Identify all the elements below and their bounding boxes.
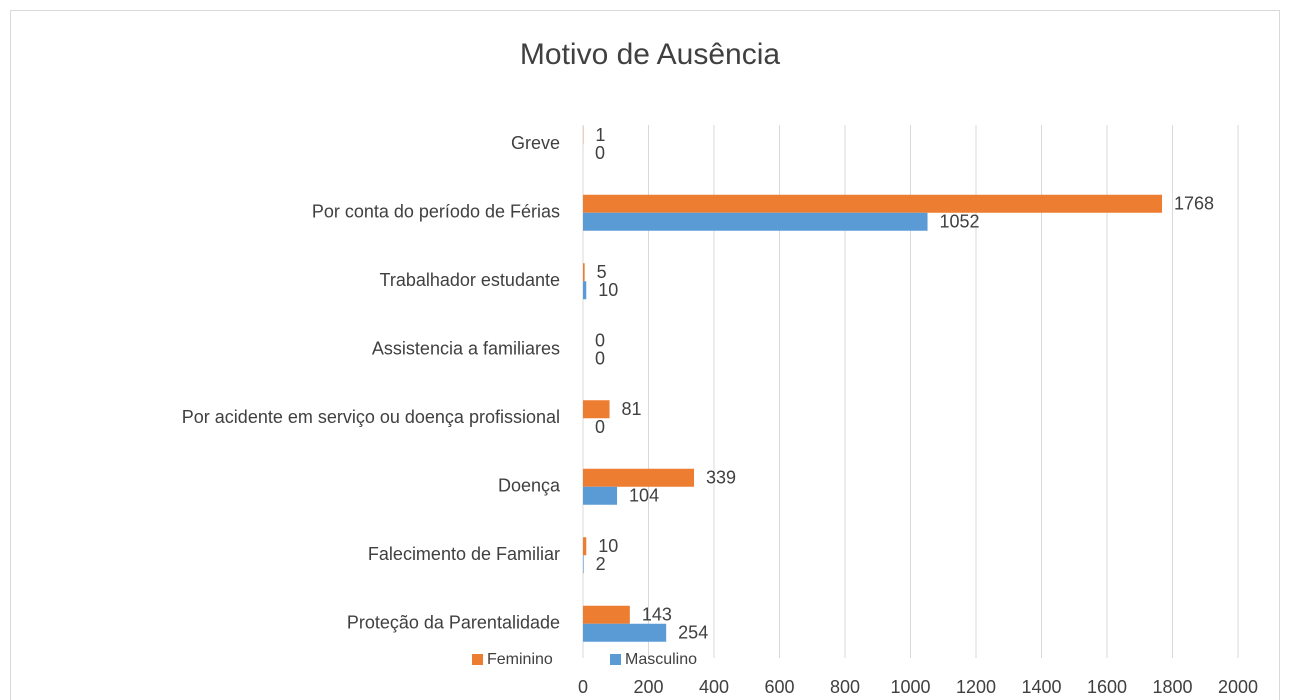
bar [583, 486, 618, 505]
y-tick-label: Proteção da Parentalidade [347, 613, 560, 633]
y-tick-label: Falecimento de Familiar [368, 544, 560, 564]
bar [583, 623, 667, 642]
x-tick-label: 2000 [1218, 677, 1258, 697]
x-tick-label: 1200 [956, 677, 996, 697]
bar [583, 281, 587, 300]
data-label: 0 [595, 331, 605, 351]
y-tick-label: Assistencia a familiares [372, 339, 560, 359]
bar [583, 555, 584, 574]
data-label: 1 [595, 125, 605, 145]
data-label: 339 [706, 468, 736, 488]
x-tick-label: 1800 [1152, 677, 1192, 697]
x-tick-label: 1400 [1021, 677, 1061, 697]
chart-border [10, 10, 1280, 700]
data-label: 10 [598, 536, 618, 556]
x-tick-label: 600 [764, 677, 794, 697]
bar [583, 194, 1163, 213]
data-label: 5 [597, 262, 607, 282]
bar [583, 212, 928, 231]
x-tick-label: 200 [633, 677, 663, 697]
data-label: 143 [642, 605, 672, 625]
data-label: 1052 [940, 212, 980, 232]
y-tick-label: Greve [511, 133, 560, 153]
bar [583, 400, 610, 419]
data-label: 254 [678, 623, 708, 643]
chart-title: Motivo de Ausência [520, 38, 780, 71]
data-label: 2 [596, 554, 606, 574]
legend-swatch [472, 654, 483, 665]
data-label: 1768 [1174, 194, 1214, 214]
data-label: 0 [595, 417, 605, 437]
data-label: 0 [595, 143, 605, 163]
bar [583, 263, 585, 282]
data-label: 104 [629, 486, 659, 506]
x-tick-label: 800 [830, 677, 860, 697]
bar [583, 537, 587, 556]
data-label: 81 [622, 399, 642, 419]
x-tick-label: 1600 [1087, 677, 1127, 697]
legend-label: Masculino [625, 651, 697, 668]
legend-label: Feminino [487, 651, 553, 668]
bar [583, 605, 630, 624]
y-tick-label: Doença [498, 476, 561, 496]
y-tick-label: Por acidente em serviço ou doença profis… [182, 407, 560, 427]
x-tick-label: 0 [578, 677, 588, 697]
x-tick-label: 1000 [890, 677, 930, 697]
data-label: 10 [598, 280, 618, 300]
legend-swatch [610, 654, 621, 665]
x-tick-label: 400 [699, 677, 729, 697]
y-tick-label: Trabalhador estudante [380, 270, 560, 290]
y-tick-label: Por conta do período de Férias [312, 202, 560, 222]
bar [583, 468, 695, 487]
data-label: 0 [595, 349, 605, 369]
